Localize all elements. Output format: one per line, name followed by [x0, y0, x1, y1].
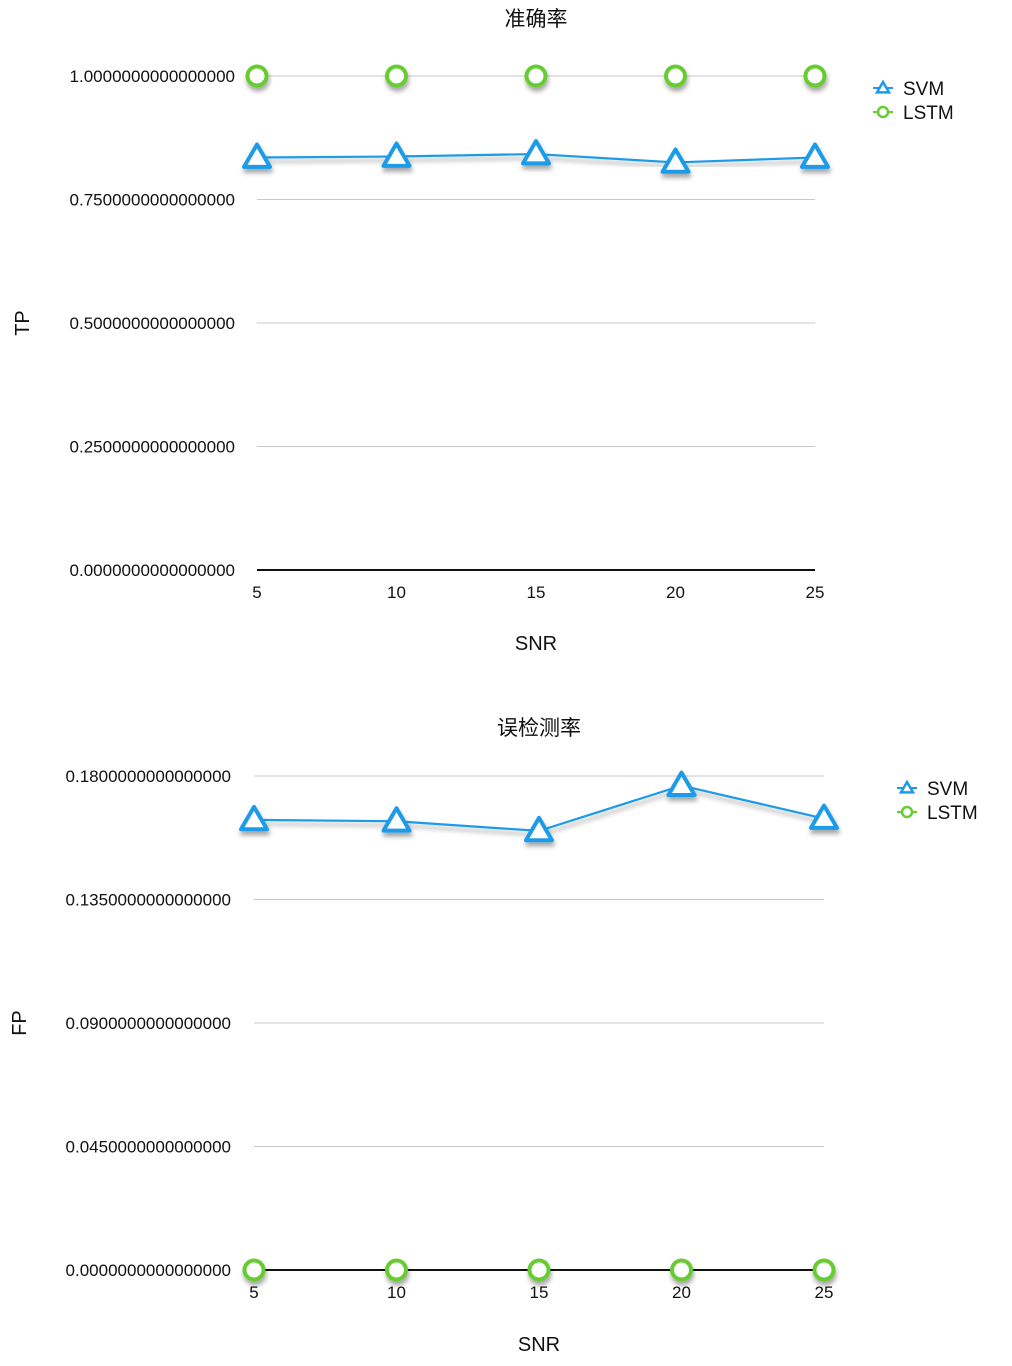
x-tick-label: 15	[530, 1283, 549, 1302]
y-axis-label: FP	[9, 1010, 31, 1036]
legend-label: LSTM	[927, 803, 978, 824]
data-point-svm	[800, 142, 830, 169]
legend-item-lstm: LSTM	[873, 103, 954, 124]
legend-item-svm: SVM	[897, 779, 968, 800]
chart-title: 准确率	[505, 7, 568, 31]
y-tick-label: 0.2500000000000000	[70, 438, 235, 457]
data-point-svm	[524, 815, 554, 843]
data-point-svm	[381, 806, 412, 833]
y-tick-label: 0.1800000000000000	[66, 767, 231, 786]
data-point-svm	[660, 147, 691, 174]
fp-chart: 误检测率 0.0000000000000000 0.0450000000000000…	[0, 683, 1012, 1366]
x-tick-label: 20	[672, 1283, 691, 1302]
data-point-lstm	[527, 1258, 551, 1282]
data-point-svm	[666, 770, 697, 797]
data-point-lstm	[385, 1258, 408, 1282]
data-point-lstm	[242, 1258, 266, 1282]
x-tick-label: 10	[387, 1283, 406, 1302]
data-point-svm	[239, 804, 269, 832]
x-axis-label: SNR	[518, 1334, 560, 1356]
y-tick-label: 0.0000000000000000	[66, 1261, 231, 1280]
chart-title: 误检测率	[497, 716, 581, 740]
tp-chart: 准确率 0.0000000000000000 0.2500000000000000 0…	[12, 7, 954, 655]
y-tick-label: 1.0000000000000000	[70, 67, 235, 86]
legend-label: LSTM	[903, 103, 954, 124]
x-tick-label: 25	[815, 1283, 834, 1302]
legend-triangle-icon	[898, 779, 916, 794]
x-tick-label: 25	[806, 583, 825, 602]
data-point-svm	[242, 142, 272, 169]
y-axis-label: TP	[12, 310, 34, 336]
x-tick-label: 20	[666, 583, 685, 602]
y-tick-label: 0.0000000000000000	[70, 561, 235, 580]
fp-chart-canvas: 误检测率 0.0000000000000000 0.0450000000000000…	[9, 716, 978, 1356]
data-point-lstm	[670, 1258, 693, 1282]
data-point-svm	[521, 139, 551, 166]
legend-circle-icon	[900, 805, 914, 819]
y-tick-label: 0.7500000000000000	[70, 191, 235, 210]
y-tick-label: 0.5000000000000000	[70, 314, 235, 333]
x-tick-label: 5	[252, 583, 261, 602]
data-point-lstm	[385, 64, 408, 88]
y-tick-label: 0.1350000000000000	[66, 891, 231, 910]
y-tick-label: 0.0450000000000000	[66, 1138, 231, 1157]
y-tick-label: 0.0900000000000000	[66, 1014, 231, 1033]
data-point-lstm	[245, 64, 269, 88]
x-tick-label: 10	[387, 583, 406, 602]
data-point-lstm	[524, 64, 548, 88]
data-point-svm	[381, 141, 412, 168]
legend-label: SVM	[903, 79, 944, 100]
legend-circle-icon	[876, 105, 890, 119]
data-point-svm	[809, 803, 839, 830]
legend-item-lstm: LSTM	[897, 803, 978, 824]
data-point-lstm	[812, 1258, 836, 1282]
legend-item-svm: SVM	[873, 79, 944, 100]
x-tick-label: 15	[527, 583, 546, 602]
legend-label: SVM	[927, 779, 968, 800]
data-point-lstm	[803, 64, 827, 88]
tp-chart-canvas: 准确率 0.0000000000000000 0.2500000000000000 0…	[12, 7, 954, 655]
x-axis-label: SNR	[515, 633, 557, 655]
x-tick-label: 5	[249, 1283, 258, 1302]
legend-triangle-icon	[874, 79, 892, 94]
data-point-lstm	[664, 64, 687, 88]
